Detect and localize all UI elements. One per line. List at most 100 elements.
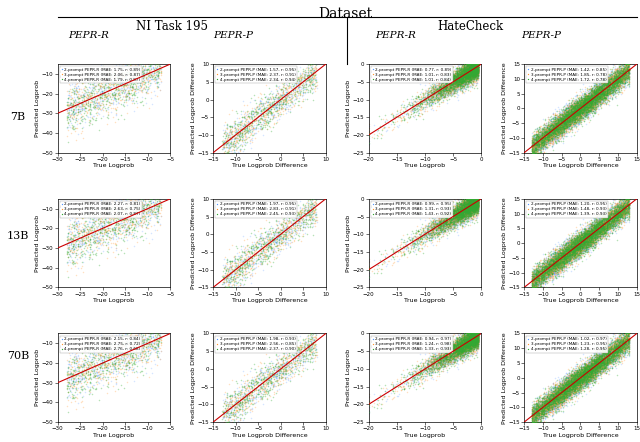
Point (453, 76, 463, 84)
Point (620, 330, 630, 337)
Point (470, 342, 480, 349)
Point (472, 61, 482, 68)
Point (579, 98, 589, 105)
Point (607, 94, 617, 101)
Point (413, 372, 424, 379)
Point (465, 61, 476, 68)
Point (465, 63, 475, 70)
Point (563, 111, 573, 118)
Point (554, 394, 564, 401)
Point (470, 197, 481, 204)
Point (539, 408, 549, 415)
Point (467, 205, 477, 212)
Point (587, 221, 597, 228)
Point (89, 97, 99, 104)
Point (217, 290, 227, 297)
Point (552, 122, 562, 129)
Point (582, 95, 593, 103)
Point (470, 195, 480, 202)
Point (152, 182, 162, 189)
Point (582, 92, 593, 99)
Point (580, 370, 591, 377)
Point (550, 259, 561, 266)
Point (571, 257, 581, 264)
Point (581, 91, 591, 98)
Point (122, 362, 132, 369)
Point (463, 75, 474, 82)
Point (609, 72, 620, 79)
Point (555, 251, 565, 259)
Point (575, 103, 585, 110)
Point (266, 230, 276, 237)
Point (461, 73, 472, 80)
Point (435, 88, 445, 95)
Point (587, 233, 597, 240)
Point (529, 269, 540, 276)
Point (465, 332, 476, 339)
Point (299, 223, 309, 230)
Point (241, 125, 251, 132)
Point (591, 96, 601, 103)
Point (471, 201, 481, 208)
Point (587, 236, 597, 243)
Point (563, 246, 573, 253)
Point (587, 370, 597, 377)
Point (456, 210, 466, 217)
Point (451, 75, 461, 82)
Point (447, 348, 457, 355)
Point (237, 142, 247, 149)
Point (535, 128, 545, 135)
Point (576, 232, 586, 239)
Point (551, 259, 561, 267)
Point (303, 217, 313, 224)
Point (546, 391, 556, 398)
Point (426, 99, 436, 106)
Point (575, 376, 586, 383)
Point (565, 244, 575, 251)
Point (225, 286, 235, 293)
Point (433, 231, 444, 238)
Point (564, 248, 574, 255)
Point (472, 195, 483, 202)
Point (612, 82, 623, 89)
Point (596, 361, 606, 368)
Point (586, 239, 596, 246)
Point (575, 372, 585, 379)
Point (436, 227, 446, 234)
Point (570, 98, 580, 105)
Point (460, 72, 470, 80)
Point (460, 334, 470, 341)
Point (473, 330, 483, 337)
Point (545, 393, 555, 400)
Point (534, 274, 545, 281)
Point (473, 330, 483, 337)
Point (255, 112, 265, 119)
Point (562, 256, 572, 263)
Point (463, 342, 474, 349)
Point (470, 203, 480, 210)
Point (449, 344, 460, 351)
Point (457, 206, 467, 213)
Point (467, 199, 477, 206)
Point (460, 343, 470, 350)
Point (550, 125, 561, 132)
Point (548, 256, 558, 263)
Point (446, 79, 456, 86)
Point (444, 88, 454, 95)
Point (458, 72, 468, 79)
Point (399, 386, 409, 393)
Point (465, 76, 475, 83)
Point (92, 371, 102, 378)
Point (568, 248, 578, 255)
Point (581, 362, 591, 369)
Point (584, 371, 595, 378)
Point (565, 110, 575, 118)
Point (469, 61, 479, 68)
Point (553, 258, 563, 265)
Point (577, 373, 587, 380)
Point (237, 116, 247, 123)
Point (464, 198, 474, 205)
Point (413, 234, 424, 241)
Point (558, 259, 568, 266)
Point (465, 345, 476, 352)
